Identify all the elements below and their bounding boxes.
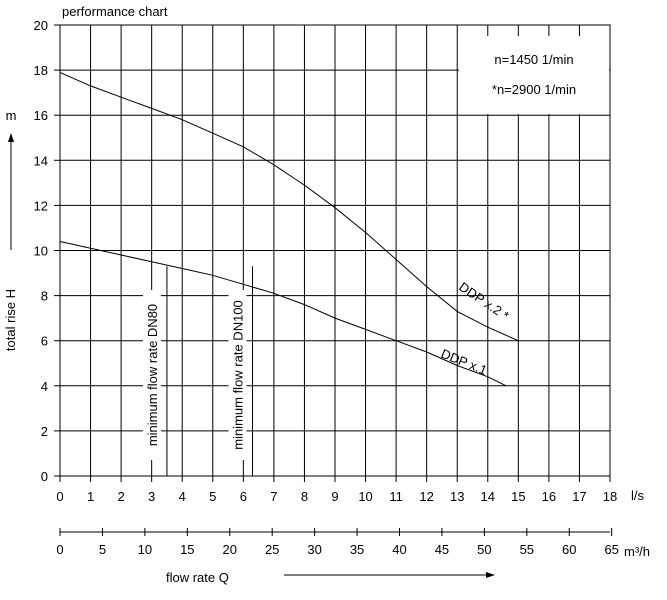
- x2-tick-label: 45: [435, 542, 449, 557]
- x-tick-label: 8: [301, 489, 308, 504]
- x2-tick-label: 55: [520, 542, 534, 557]
- x-tick-label: 0: [56, 489, 63, 504]
- x-tick-label: 18: [603, 489, 617, 504]
- x-tick-label: 7: [270, 489, 277, 504]
- x-tick-label: 15: [511, 489, 525, 504]
- x2-tick-label: 60: [562, 542, 576, 557]
- x-axis-unit: l/s: [631, 488, 645, 503]
- x-tick-label: 5: [209, 489, 216, 504]
- y-tick-label: 6: [41, 334, 48, 349]
- y-tick-label: 4: [41, 379, 48, 394]
- y-tick-label: 16: [34, 108, 48, 123]
- x2-tick-label: 30: [307, 542, 321, 557]
- annotation-bg: [228, 290, 247, 460]
- x2-tick-label: 0: [56, 542, 63, 557]
- x-tick-label: 13: [450, 489, 464, 504]
- y-tick-label: 2: [41, 424, 48, 439]
- x-tick-label: 16: [542, 489, 556, 504]
- x2-axis-unit: m³/h: [624, 544, 650, 559]
- y-tick-label: 20: [34, 18, 48, 33]
- x2-tick-label: 20: [223, 542, 237, 557]
- speed-legend-box: [459, 36, 609, 114]
- x-tick-label: 4: [179, 489, 186, 504]
- y-tick-label: 18: [34, 63, 48, 78]
- x-tick-label: 17: [572, 489, 586, 504]
- y-axis-unit: m: [6, 108, 17, 123]
- y-tick-label: 12: [34, 198, 48, 213]
- x-tick-label: 12: [419, 489, 433, 504]
- minimum-flow-annotations: minimum flow rate DN80 minimum flow rate …: [142, 266, 253, 476]
- x-axis-ticks: 0 1 2 3 4 5 6 7 8 9 10 11 12 13 14 15 16 17 18: [56, 476, 617, 504]
- y-axis-ticks: 0 2 4 6 8 10 12 14 16 18 20: [34, 18, 60, 484]
- x2-tick-label: 5: [99, 542, 106, 557]
- x2-tick-label: 65: [604, 542, 618, 557]
- speed-legend-line-1: n=1450 1/min: [494, 52, 573, 67]
- annotation-bg: [142, 290, 161, 460]
- speed-legend-line-2: *n=2900 1/min: [492, 82, 576, 97]
- x-tick-label: 9: [331, 489, 338, 504]
- x-tick-label: 3: [148, 489, 155, 504]
- x-tick-label: 14: [481, 489, 495, 504]
- y-tick-label: 14: [34, 153, 48, 168]
- minimum-flow-label: minimum flow rate DN80: [145, 304, 160, 446]
- x2-tick-label: 40: [392, 542, 406, 557]
- y-axis-arrowhead: [8, 133, 14, 142]
- x-axis-title: flow rate Q: [166, 570, 229, 585]
- x2-tick-label: 25: [265, 542, 279, 557]
- minimum-flow-label: minimum flow rate DN100: [231, 300, 246, 450]
- x-tick-label: 2: [117, 489, 124, 504]
- series-label-ddp-x2: DDP x.2 *: [456, 279, 512, 323]
- chart-title: performance chart: [62, 4, 168, 19]
- y-tick-label: 8: [41, 289, 48, 304]
- x2-tick-label: 10: [138, 542, 152, 557]
- x-axis-arrowhead: [486, 572, 495, 578]
- series-label-ddp-x1: DDP x.1: [439, 346, 489, 378]
- x2-tick-label: 35: [350, 542, 364, 557]
- grid: [60, 25, 610, 476]
- x-tick-label: 11: [389, 489, 403, 504]
- x2-tick-label: 15: [180, 542, 194, 557]
- series-line: [59, 241, 507, 387]
- x-tick-label: 10: [358, 489, 372, 504]
- secondary-x-axis: 0 5 10 15 20 25 30 35 40 45 50 55 60 65: [56, 528, 619, 557]
- series-line: [59, 71, 519, 342]
- y-tick-label: 0: [41, 469, 48, 484]
- x-tick-label: 1: [87, 489, 94, 504]
- series-group: [59, 71, 519, 387]
- x-tick-label: 6: [240, 489, 247, 504]
- y-tick-label: 10: [34, 244, 48, 259]
- y-axis-title: total rise H: [3, 289, 18, 351]
- x2-tick-label: 50: [477, 542, 491, 557]
